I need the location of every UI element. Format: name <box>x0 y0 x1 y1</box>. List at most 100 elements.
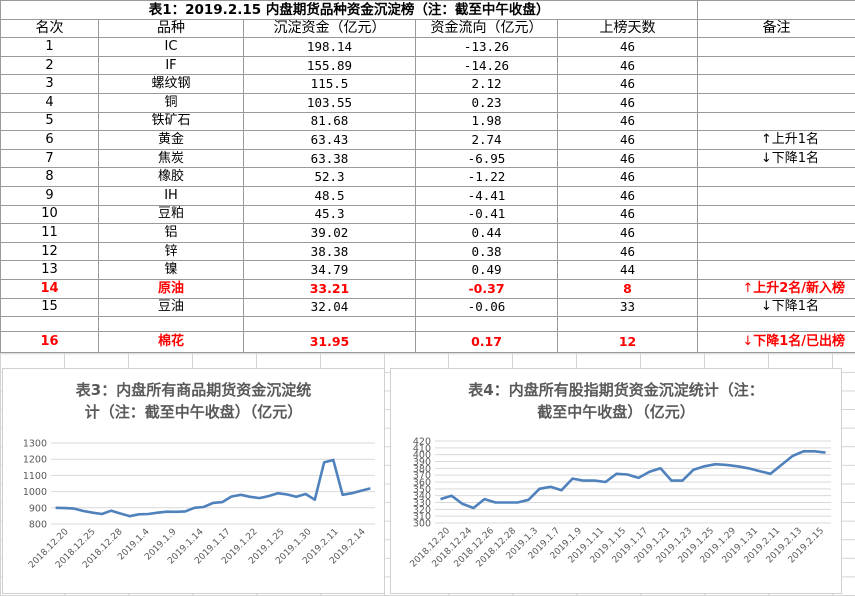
row-name: 铜 <box>98 92 244 113</box>
row-flow: 2.12 <box>415 74 558 94</box>
spacer-cell <box>243 316 416 333</box>
row-flow: -6.95 <box>415 148 558 169</box>
y-tick-label: 320 <box>413 505 431 516</box>
row-rank: 13 <box>0 260 99 280</box>
table-spacer-row <box>0 316 855 333</box>
row-name: 铁矿石 <box>98 111 244 132</box>
row-fund: 34.79 <box>243 260 416 280</box>
row-note <box>697 92 855 113</box>
row-flow: 0.38 <box>415 241 558 262</box>
row-days: 44 <box>556 260 699 280</box>
row-flow: -0.06 <box>415 297 558 318</box>
arrow-down-icon: ↓ <box>760 150 772 166</box>
y-tick-label: 390 <box>413 457 431 468</box>
y-tick-label: 370 <box>413 471 431 482</box>
row-name: IC <box>98 37 244 57</box>
table-row: 8 橡胶 52.3 -1.22 46 <box>0 167 855 187</box>
table-row: 11 铝 39.02 0.44 46 <box>0 223 855 243</box>
row-days: 46 <box>556 130 699 150</box>
row-days: 46 <box>556 37 699 57</box>
arrow-down-icon: ↓ <box>742 334 754 350</box>
row-flow: -0.37 <box>415 278 558 299</box>
row-flow: 0.49 <box>415 260 558 280</box>
row-note: ↓下降1名 <box>697 148 855 169</box>
row-days: 12 <box>556 331 699 354</box>
row-days: 33 <box>556 297 699 318</box>
row-days: 46 <box>556 223 699 243</box>
table-header-row: 名次 品种 沉淀资金（亿元） 资金流向（亿元） 上榜天数 备注 <box>0 18 855 39</box>
row-fund: 33.21 <box>243 278 416 299</box>
row-flow: -4.41 <box>415 185 558 206</box>
row-name: IF <box>98 55 244 76</box>
row-flow: -0.41 <box>415 204 558 225</box>
chart-title-line-1: 表4：内盘所有股指期货资金沉淀统计（注： <box>468 381 764 399</box>
row-rank: 1 <box>0 37 99 57</box>
row-note <box>697 223 855 243</box>
spacer-cell <box>0 316 99 333</box>
row-rank: 11 <box>0 223 99 243</box>
table-row: 9 IH 48.5 -4.41 46 <box>0 185 855 206</box>
spacer-cell <box>556 316 699 333</box>
chart-title-line-2: 计（注：截至中午收盘）（亿元） <box>84 403 303 421</box>
table-row: 5 铁矿石 81.68 1.98 46 <box>0 111 855 132</box>
row-fund: 39.02 <box>243 223 416 243</box>
row-fund: 45.3 <box>243 204 416 225</box>
y-tick-label: 1000 <box>23 487 47 498</box>
row-note-text: 下降1名 <box>771 150 820 166</box>
row-name: 豆粕 <box>98 204 244 225</box>
fund-ranking-table: 表1：2019.2.15 内盘期货品种资金沉淀榜（注：截至中午收盘） 名次 品种… <box>0 0 855 354</box>
row-note <box>697 260 855 280</box>
row-fund: 115.5 <box>243 74 416 94</box>
row-days: 46 <box>556 204 699 225</box>
y-tick-label: 330 <box>413 498 431 509</box>
arrow-up-icon: ↑ <box>760 131 772 147</box>
row-name: 棉花 <box>98 331 244 354</box>
row-name: 橡胶 <box>98 167 244 187</box>
row-fund: 63.43 <box>243 130 416 150</box>
chart-title-line-2: 截至中午收盘）（亿元） <box>537 403 695 421</box>
row-flow: -14.26 <box>415 55 558 76</box>
row-fund: 155.89 <box>243 55 416 76</box>
row-note <box>697 204 855 225</box>
row-note-text: 上升2名/新入榜 <box>753 280 846 296</box>
row-rank: 14 <box>0 278 99 299</box>
row-name: IH <box>98 185 244 206</box>
y-tick-label: 1200 <box>23 455 47 466</box>
table-row: 14 原油 33.21 -0.37 8 ↑上升2名/新入榜 <box>0 278 855 299</box>
y-tick-label: 380 <box>413 464 431 475</box>
y-tick-label: 300 <box>413 519 431 530</box>
table-row: 16 棉花 31.95 0.17 12 ↓下降1名/已出榜 <box>0 331 855 354</box>
row-days: 46 <box>556 148 699 169</box>
row-rank: 5 <box>0 111 99 132</box>
commodity-fund-chart: 表3：内盘所有商品期货资金沉淀统 计（注：截至中午收盘）（亿元） 800 900 1… <box>2 368 385 594</box>
row-note: ↓下降1名 <box>697 297 855 318</box>
row-name: 铝 <box>98 223 244 243</box>
table-row: 3 螺纹钢 115.5 2.12 46 <box>0 74 855 94</box>
row-fund: 48.5 <box>243 185 416 206</box>
row-rank: 8 <box>0 167 99 187</box>
table-title: 表1：2019.2.15 内盘期货品种资金沉淀榜（注：截至中午收盘） <box>0 0 699 20</box>
row-days: 46 <box>556 241 699 262</box>
row-rank: 4 <box>0 92 99 113</box>
y-tick-label: 900 <box>29 503 47 514</box>
row-flow: -13.26 <box>415 37 558 57</box>
y-tick-label: 340 <box>413 491 431 502</box>
row-note-text: 下降1名/已出榜 <box>753 334 846 350</box>
row-days: 8 <box>556 278 699 299</box>
row-days: 46 <box>556 92 699 113</box>
row-days: 46 <box>556 111 699 132</box>
arrow-down-icon: ↓ <box>760 299 772 315</box>
row-rank: 15 <box>0 297 99 318</box>
row-fund: 31.95 <box>243 331 416 354</box>
y-tick-label: 310 <box>413 512 431 523</box>
header-rank: 名次 <box>0 18 99 39</box>
row-note <box>697 74 855 94</box>
arrow-up-icon: ↑ <box>742 280 754 296</box>
table-row: 4 铜 103.55 0.23 46 <box>0 92 855 113</box>
row-rank: 10 <box>0 204 99 225</box>
header-days: 上榜天数 <box>556 18 699 39</box>
row-days: 46 <box>556 167 699 187</box>
row-rank: 9 <box>0 185 99 206</box>
table-row: 12 锌 38.38 0.38 46 <box>0 241 855 262</box>
table-row: 15 豆油 32.04 -0.06 33 ↓下降1名 <box>0 297 855 318</box>
